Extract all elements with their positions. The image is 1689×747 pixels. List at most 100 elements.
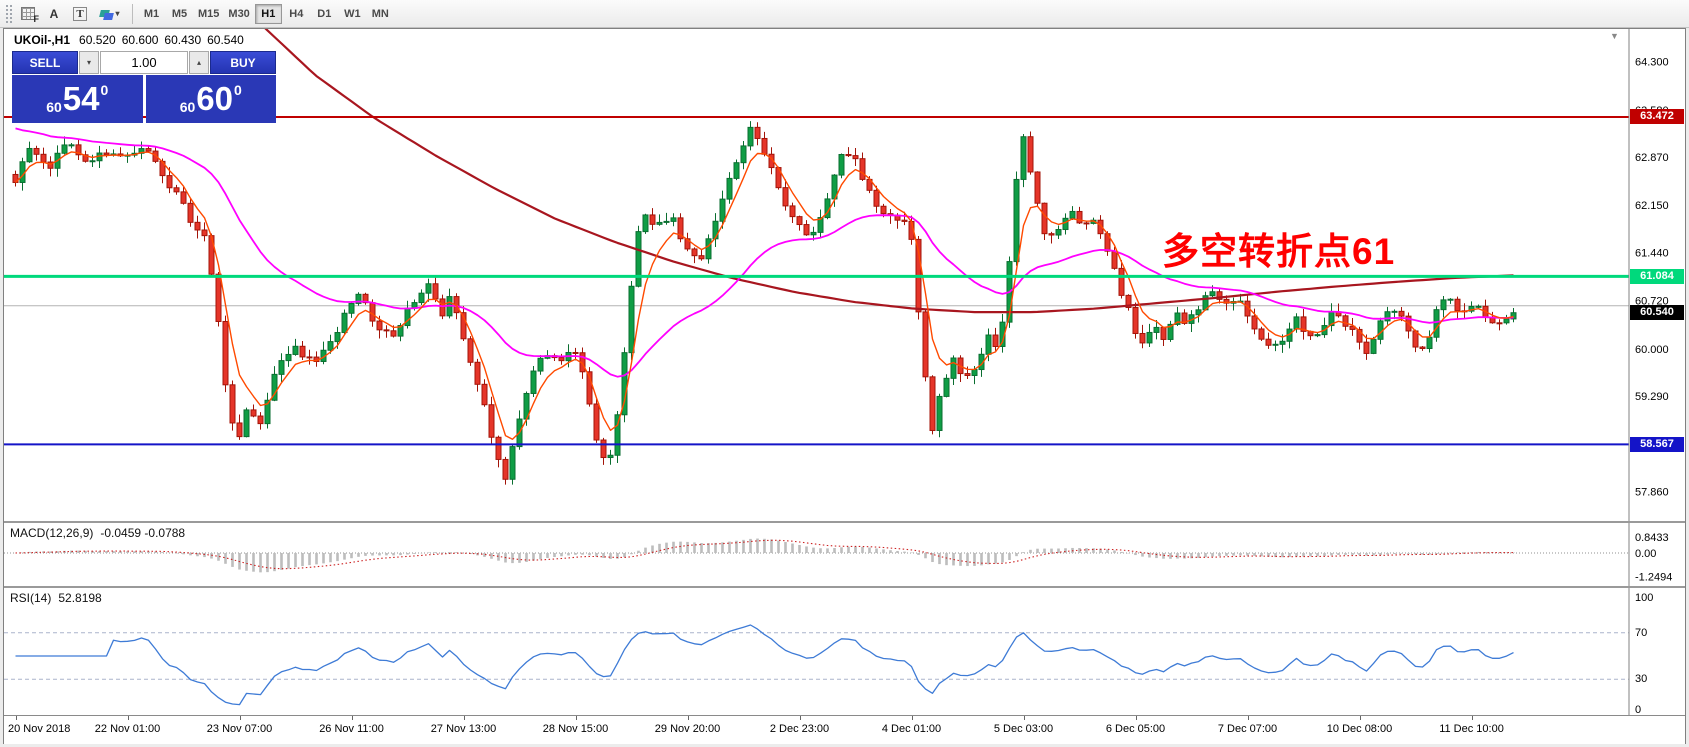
macd-tick-label: 0.8433	[1635, 532, 1669, 544]
toolbar-grip[interactable]	[5, 3, 12, 24]
candle-body	[299, 345, 306, 358]
buy-button[interactable]: BUY	[210, 51, 276, 74]
candle-body	[1370, 338, 1377, 354]
candle-body	[40, 153, 47, 163]
close-value: 60.540	[207, 33, 244, 47]
candle-body	[418, 292, 425, 304]
high-value: 60.600	[121, 33, 159, 47]
time-label: 29 Nov 20:00	[654, 723, 721, 735]
current-price-tag: 60.540	[1630, 305, 1684, 321]
candle-body	[1132, 307, 1139, 334]
scroll-to-end-icon[interactable]: ▼	[1610, 31, 1619, 41]
sell-button[interactable]: SELL	[12, 51, 78, 74]
price-chart-panel[interactable]: 64.30063.58062.87062.15061.44060.72060.0…	[4, 29, 1685, 521]
price-tick-label: 62.150	[1635, 200, 1669, 212]
timeframe-button-m5[interactable]: M5	[166, 4, 193, 24]
volume-up-button[interactable]: ▴	[189, 51, 209, 74]
rsi-panel[interactable]: 100 70 30 0 RSI(14) 52.8198	[4, 588, 1685, 715]
candle-body	[194, 221, 201, 231]
time-tick	[1135, 716, 1137, 720]
chart-annotation-text[interactable]: 多空转折点61	[1162, 231, 1396, 272]
candle-body	[1300, 316, 1307, 332]
candle-body	[1314, 334, 1321, 337]
candle-body	[971, 369, 978, 376]
price-chart-canvas[interactable]: 64.30063.58062.87062.15061.44060.72060.0…	[4, 29, 1685, 521]
timeframe-button-m1[interactable]: M1	[138, 4, 165, 24]
candle-body	[1447, 298, 1454, 301]
support-line-price-tag: 58.567	[1630, 436, 1684, 452]
toolbar: F A T ▾ M1 M5 M15 M30 H1 H4 D1 W1 MN	[0, 0, 1689, 28]
candle-body	[1384, 311, 1391, 322]
candle-body	[628, 285, 635, 354]
candle-body	[369, 302, 376, 322]
candle-body	[348, 302, 355, 314]
candle-body	[19, 161, 26, 183]
candle-body	[712, 220, 719, 240]
candle-body	[614, 414, 621, 456]
time-label: 27 Nov 13:00	[430, 723, 497, 735]
candle-body	[145, 148, 152, 152]
rsi-canvas[interactable]: 100 70 30 0	[4, 588, 1685, 715]
candle-body	[1342, 315, 1349, 327]
candle-body	[271, 373, 278, 401]
time-label: 10 Dec 08:00	[1326, 723, 1393, 735]
candle-body	[1356, 328, 1363, 343]
candle-body	[964, 373, 971, 376]
candle-body	[201, 229, 208, 237]
buy-price-display[interactable]: 60 60 0	[145, 75, 276, 123]
chevron-up-icon: ▴	[196, 58, 201, 67]
candle-body	[593, 403, 600, 441]
panel-divider[interactable]	[4, 521, 1685, 523]
candle-body	[1118, 267, 1125, 296]
macd-canvas[interactable]: 0.8433 0.00 -1.2494	[4, 523, 1685, 586]
macd-panel[interactable]: 0.8433 0.00 -1.2494 MACD(12,26,9) -0.0459 -…	[4, 523, 1685, 586]
candle-body	[943, 377, 950, 397]
timeframe-button-h1[interactable]: H1	[254, 3, 282, 24]
candle-body	[257, 415, 264, 425]
timeframe-button-w1[interactable]: W1	[339, 4, 366, 24]
timeframe-button-m30[interactable]: M30	[224, 4, 253, 24]
timeframe-button-mn[interactable]: MN	[367, 4, 394, 24]
candle-body	[1125, 294, 1132, 309]
candle-body	[950, 357, 957, 379]
time-tick	[911, 716, 913, 720]
time-tick	[463, 716, 465, 720]
candle-body	[292, 345, 299, 355]
candle-body	[782, 187, 789, 207]
timeframe-button-h4[interactable]: H4	[283, 4, 310, 24]
candle-body	[572, 351, 579, 354]
candle-body	[684, 238, 691, 250]
shapes-tool-button[interactable]: ▾	[93, 3, 127, 25]
time-axis[interactable]: 20 Nov 2018 22 Nov 01:00 23 Nov 07:00 26 No…	[4, 715, 1685, 744]
candle-body	[495, 436, 502, 460]
candle-body	[1391, 310, 1398, 313]
candle-body	[1209, 291, 1216, 297]
candle-body	[1195, 309, 1202, 316]
shapes-icon	[103, 13, 115, 20]
text-tool-button[interactable]: T	[67, 3, 93, 25]
candle-body	[341, 312, 348, 334]
candle-body	[901, 219, 908, 222]
candle-body	[600, 439, 607, 459]
candle-body	[859, 158, 866, 180]
candle-body	[740, 145, 747, 164]
trade-controls-row: SELL ▾ ▴ BUY	[12, 51, 276, 74]
chart-grid-button[interactable]: F	[15, 3, 41, 25]
timeframe-button-d1[interactable]: D1	[311, 4, 338, 24]
text-label-tool-button[interactable]: A	[41, 3, 67, 25]
candle-body	[82, 154, 89, 162]
timeframe-button-m15[interactable]: M15	[194, 4, 223, 24]
price-tick-label: 60.720	[1635, 296, 1669, 308]
candle-body	[1055, 229, 1062, 236]
candle-body	[642, 214, 649, 233]
volume-input[interactable]	[100, 51, 188, 74]
rsi-indicator-name: RSI(14)	[10, 591, 52, 605]
volume-dropdown-button[interactable]: ▾	[79, 51, 99, 74]
medium-ma-line	[15, 127, 1514, 378]
price-tick-label: 59.290	[1635, 391, 1669, 403]
candle-body	[327, 341, 334, 351]
candle-body	[817, 217, 824, 233]
panel-divider[interactable]	[4, 586, 1685, 588]
sell-price-display[interactable]: 60 54 0	[12, 75, 143, 123]
candle-body	[992, 334, 999, 347]
